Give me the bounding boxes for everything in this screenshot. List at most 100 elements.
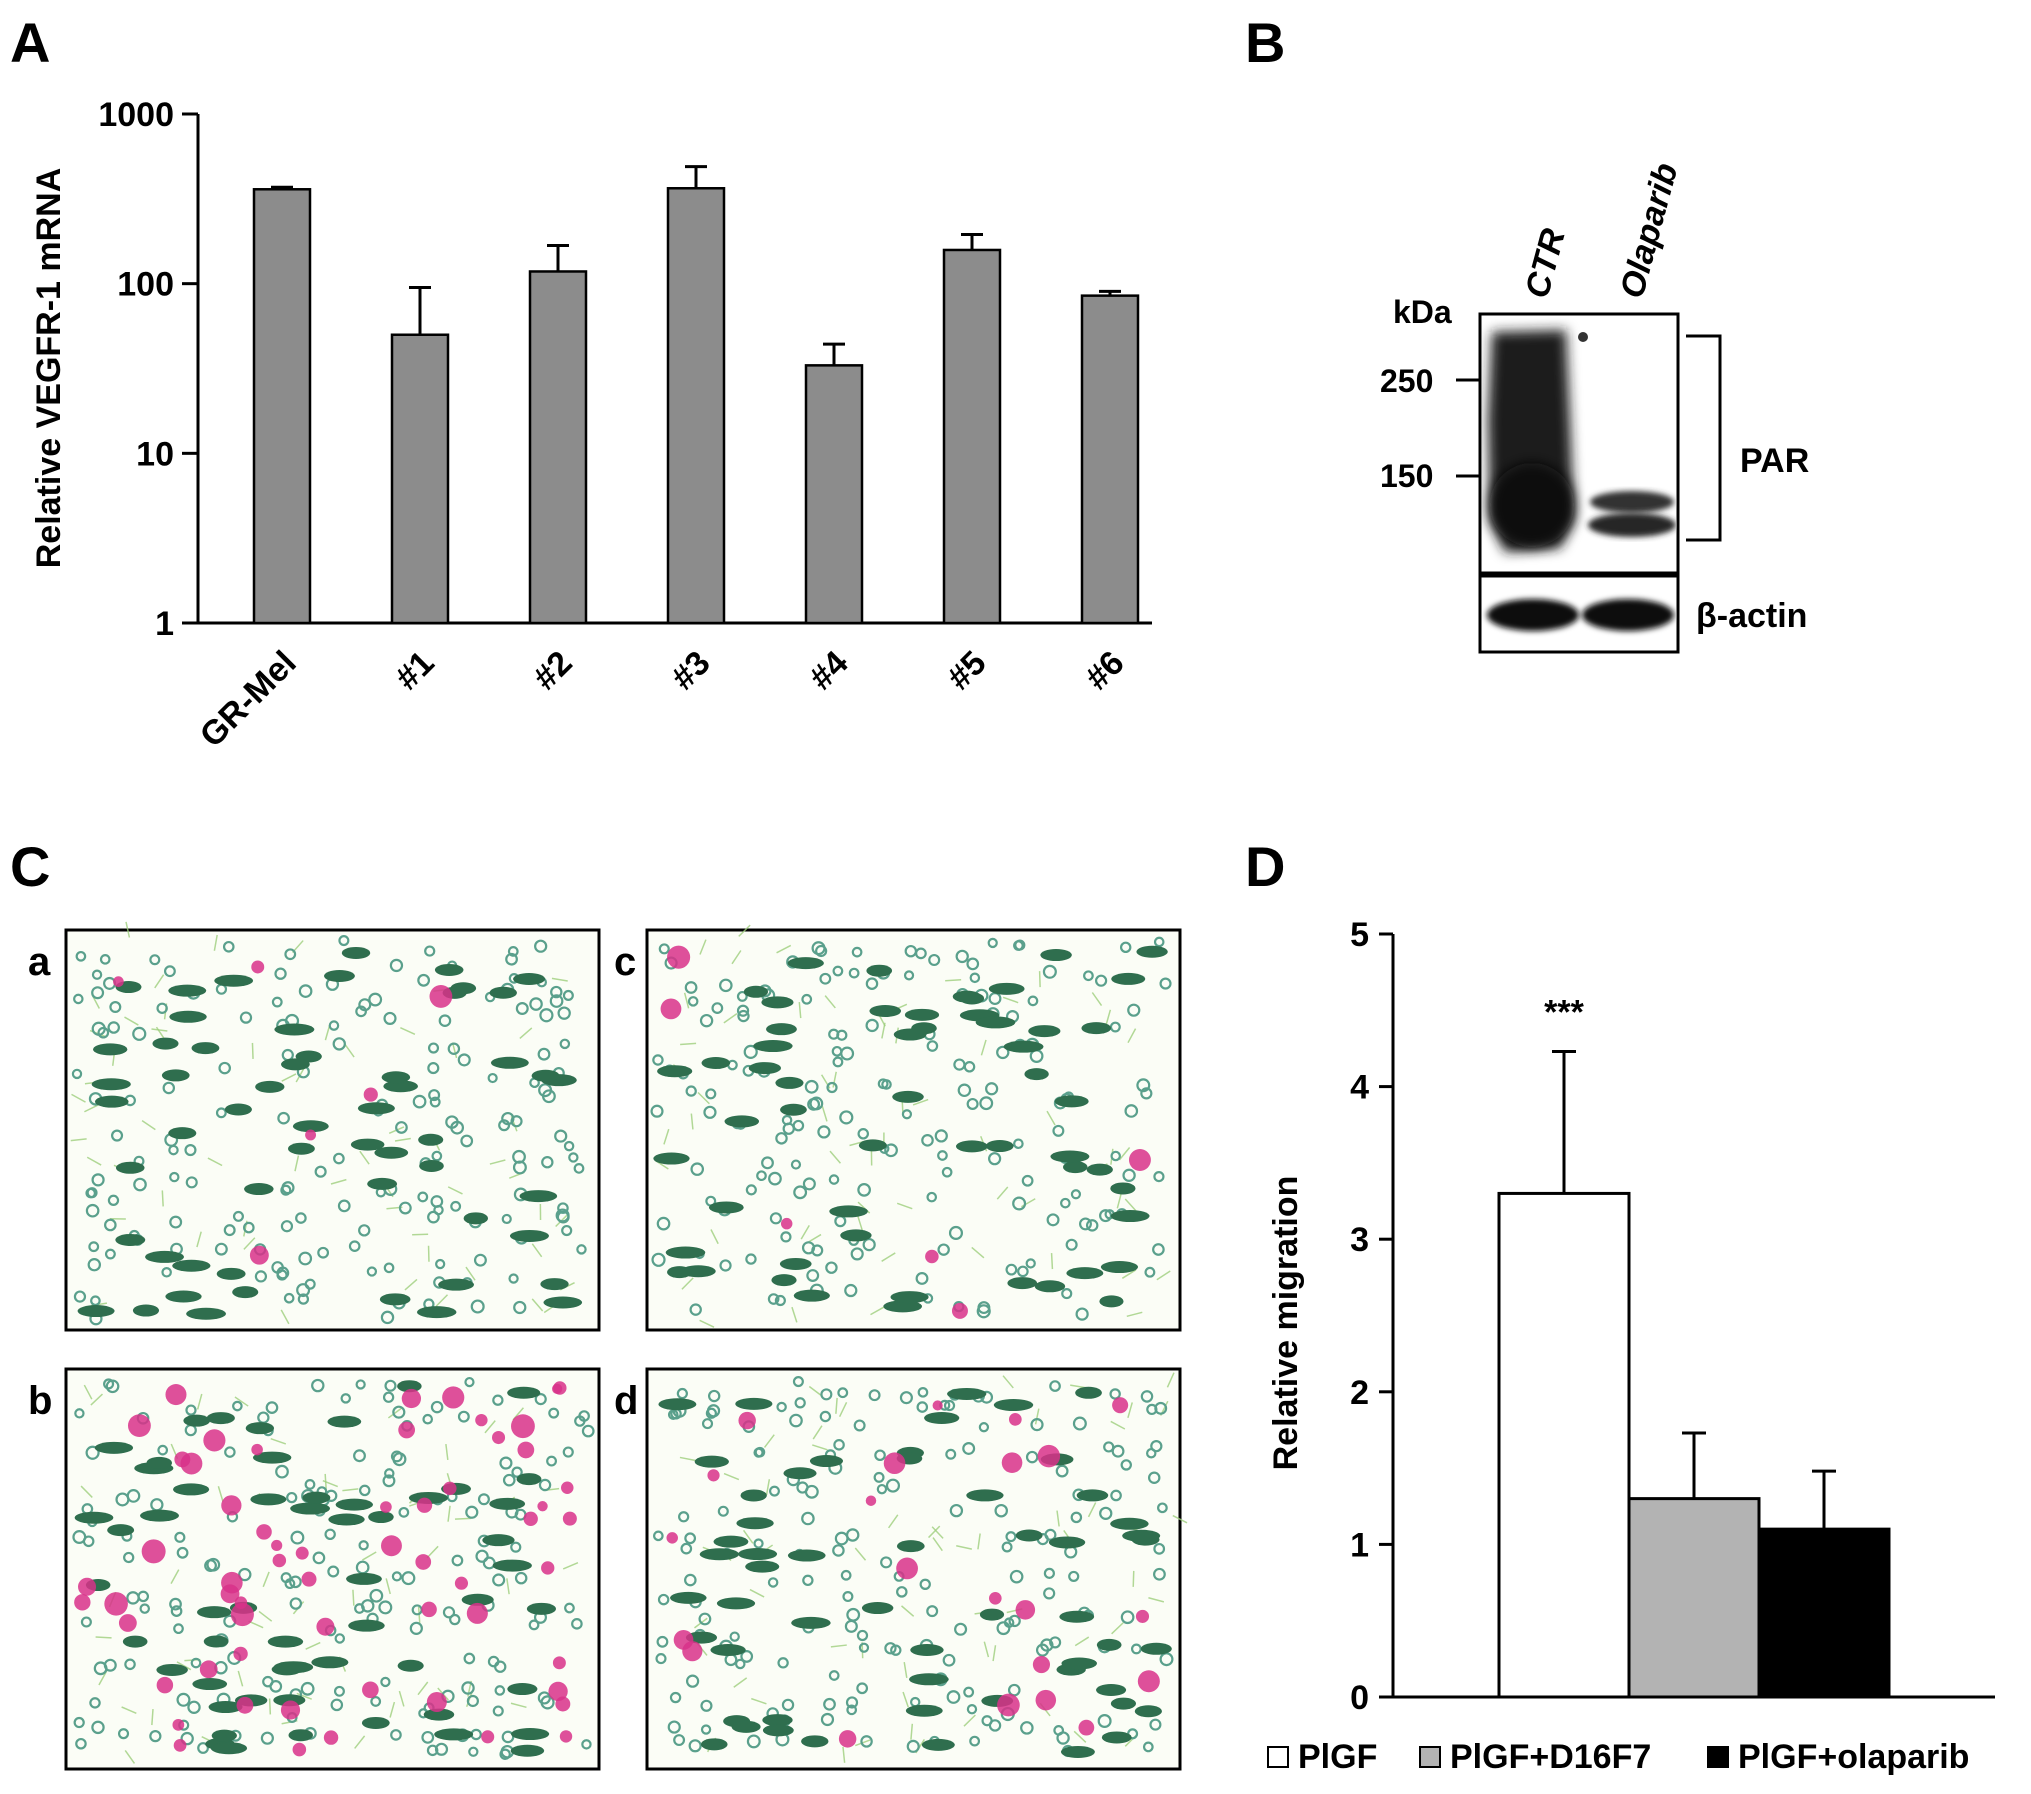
micrograph-pore [774,1294,786,1307]
micrograph-fiber [519,1027,533,1040]
micrograph-pore [85,1445,100,1460]
micrograph-pore [703,1105,717,1119]
chart-a-bar [528,270,588,625]
micrograph-stained-cell [1037,1444,1061,1468]
micrograph-pore [169,1171,180,1183]
micrograph-pore [451,1554,464,1567]
micrograph-pore [571,1618,583,1630]
micrograph-fiber [1002,996,1019,1004]
micrograph-pore [109,1001,122,1014]
micrograph-stained-cell [292,1742,307,1757]
micrograph-pore [1140,1390,1154,1403]
micrograph-pore [380,1676,391,1688]
micrograph-pore [71,1068,83,1080]
micrograph-pore [790,1159,802,1170]
micrograph-pore [395,1121,408,1134]
micrograph-pore [1013,940,1024,951]
micrograph-stained-cell [156,1676,174,1694]
legend-label-plgf-d16f7: PlGF+D16F7 [1450,1738,1651,1776]
micrograph-cell [434,1728,474,1741]
micrograph-cell [1081,1022,1112,1035]
micrograph-cell [288,1142,315,1155]
micrograph-cell [1015,1529,1043,1542]
micrograph-stained-cell [443,1481,457,1496]
micrograph-pore [885,1478,901,1493]
micrograph-fiber [870,1306,885,1316]
micrograph-cell [492,1559,532,1572]
micrograph-pore [736,990,748,1002]
western-blot: CTR Olaparib kDa 250 150 PAR β-actin [1380,159,1809,654]
micrograph-fiber [207,1157,223,1167]
micrograph-pore [431,1150,443,1162]
micrograph-cell [519,1190,558,1203]
micrograph-fiber [1073,1730,1087,1743]
micrograph-pore [447,1042,461,1055]
micrograph-pore [832,1056,844,1068]
micrograph-fiber [832,1071,837,1088]
micrograph-pore [174,1531,186,1543]
micrograph-cell [947,1387,987,1400]
micrograph-cell [1024,1068,1049,1081]
micrograph-stained-cell [492,1431,506,1445]
chart-a-y-tick-label: 10 [136,435,174,473]
micrograph-pore [792,1376,804,1388]
micrograph-pore [987,937,998,949]
micrograph-cell [966,1489,1004,1502]
micrograph-cell [1110,1517,1149,1530]
micrograph-fiber [856,1214,864,1231]
micrograph-cell [1048,1536,1086,1549]
micrograph-pore [1005,1531,1017,1543]
micrograph-cell [224,1103,252,1116]
micrograph-stained-cell [1008,1412,1022,1426]
micrograph-pore [1124,1104,1139,1118]
micrograph-fiber [983,1641,990,1658]
micrograph-fiber [699,939,707,955]
micrograph-pore [941,1166,953,1178]
micrograph-cell [783,1467,817,1480]
micrograph-pore [435,1258,446,1270]
micrograph-stained-cell [517,1441,535,1459]
micrograph-cell [324,969,355,982]
micrograph-stained-cell [234,1596,248,1609]
micrograph-pore [743,1044,758,1059]
blot-lane-olaparib: Olaparib [1613,159,1685,302]
micrograph-cell [1060,1745,1095,1758]
micrograph-cell [979,1608,1005,1621]
micrograph-fiber [124,1016,139,1026]
micrograph-fiber [1127,1402,1133,1419]
chart-d-bar [1627,1497,1761,1699]
micrograph-pore [846,1704,858,1716]
micrograph-cell [191,1042,220,1055]
micrograph-cell [245,1422,275,1435]
micrograph-stained-cell [272,1553,287,1568]
micrograph-pore [466,1694,479,1708]
micrograph-stained-cell [989,1591,1002,1605]
micrograph-fiber [270,1437,287,1445]
micrograph-pore [708,1389,721,1403]
micrograph-cell [346,1572,382,1585]
micrograph-cell [909,1673,949,1686]
micrograph-cell [115,1233,146,1246]
micrograph-stained-cell [707,1469,720,1482]
micrograph-cell [543,1296,583,1309]
micrograph-cell [1054,1095,1089,1108]
micrograph-cell [192,1678,228,1691]
micrograph-cell [1061,1657,1097,1670]
micrograph-cell [809,1455,844,1468]
micrograph-pore [687,996,699,1007]
micrograph-pore [507,946,519,957]
micrograph-pore [304,1479,316,1490]
micrograph-cell [1075,1386,1102,1399]
micrograph-pore [232,1400,243,1412]
micrograph-pore [254,1270,268,1283]
micrograph-pore [370,1696,382,1707]
micrograph-cell [397,1380,422,1393]
micrograph-pore [338,935,350,947]
micrograph-cell [787,1549,826,1562]
micrograph-pore [334,1633,346,1644]
micrograph-pore [529,997,543,1011]
micrograph-fiber [733,1677,748,1688]
micrograph-pore [858,1642,870,1653]
micrograph-cell [787,957,824,970]
micrograph-cell [74,1511,114,1524]
